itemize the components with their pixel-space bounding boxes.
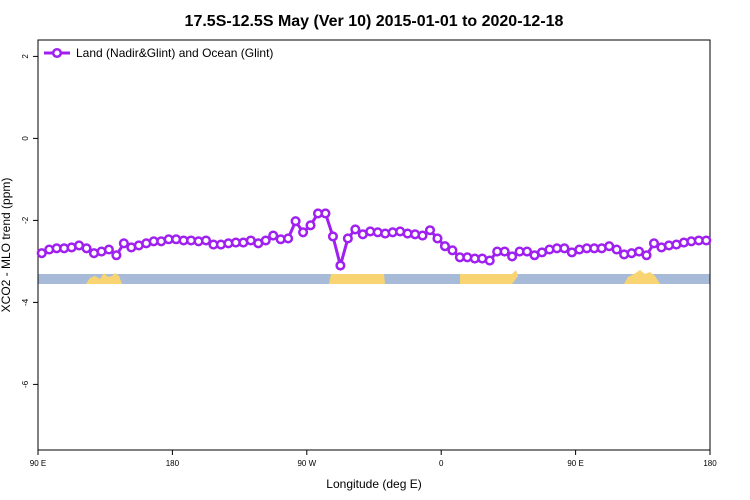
series-line	[41, 211, 707, 272]
point	[103, 244, 114, 255]
point	[634, 246, 645, 257]
point	[641, 250, 652, 261]
point	[432, 233, 443, 244]
land-area	[329, 274, 385, 284]
point	[484, 255, 495, 266]
land-area	[86, 273, 122, 284]
point	[111, 250, 122, 261]
y-tick-label: 0	[21, 136, 30, 141]
land-mask	[38, 270, 710, 284]
point	[507, 251, 518, 262]
chart-title: 17.5S-12.5S May (Ver 10) 2015-01-01 to 2…	[185, 13, 564, 30]
point	[268, 230, 279, 241]
land-area	[624, 270, 660, 284]
point	[350, 224, 361, 235]
legend-label: Land (Nadir&Glint) and Ocean (Glint)	[76, 46, 273, 60]
y-tick-label: -6	[21, 380, 30, 388]
x-tick-label: 180	[166, 459, 180, 468]
point	[36, 248, 47, 259]
y-tick-label: -2	[21, 216, 30, 224]
point	[283, 233, 294, 244]
point	[298, 227, 309, 238]
point	[290, 216, 301, 227]
x-tick-label: 90 E	[567, 459, 583, 468]
y-tick-label: -4	[21, 298, 30, 306]
point	[439, 241, 450, 252]
point	[260, 235, 271, 246]
point	[305, 220, 316, 231]
point	[342, 233, 353, 244]
point	[320, 208, 331, 219]
point	[648, 238, 660, 249]
point	[499, 246, 510, 257]
plot-frame	[37, 39, 711, 451]
point	[522, 246, 533, 257]
point	[559, 243, 570, 254]
y-tick-label: 2	[21, 54, 30, 59]
point	[118, 238, 129, 249]
point	[335, 260, 346, 271]
point	[447, 245, 458, 256]
point	[701, 235, 712, 246]
point	[200, 235, 212, 246]
x-tick-label: 90 E	[30, 459, 46, 468]
point	[81, 243, 92, 254]
legend-marker	[51, 47, 63, 59]
x-axis-label: Longitude (deg E)	[326, 477, 421, 491]
y-axis-label: XCO2 - MLO trend (ppm)	[0, 178, 13, 313]
point	[327, 231, 338, 242]
x-tick-label: 180	[703, 459, 717, 468]
point	[417, 230, 428, 241]
land-area	[460, 270, 518, 284]
x-tick-label: 0	[439, 459, 444, 468]
point	[611, 244, 622, 255]
point	[424, 225, 436, 236]
x-tick-label: 90 W	[297, 459, 316, 468]
